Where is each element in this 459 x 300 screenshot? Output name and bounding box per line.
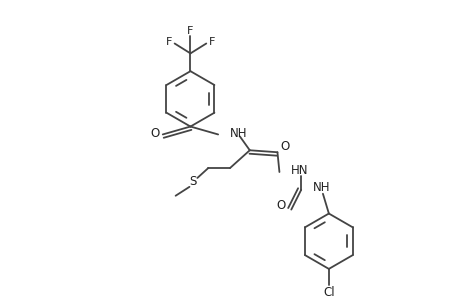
Text: HN: HN xyxy=(291,164,308,176)
Text: F: F xyxy=(187,26,193,36)
Text: O: O xyxy=(280,140,289,153)
Text: F: F xyxy=(165,37,172,46)
Text: O: O xyxy=(150,127,159,140)
Text: F: F xyxy=(208,37,215,46)
Text: Cl: Cl xyxy=(322,286,334,299)
Text: NH: NH xyxy=(230,127,247,140)
Text: NH: NH xyxy=(313,181,330,194)
Text: O: O xyxy=(276,199,285,212)
Text: S: S xyxy=(189,176,196,188)
